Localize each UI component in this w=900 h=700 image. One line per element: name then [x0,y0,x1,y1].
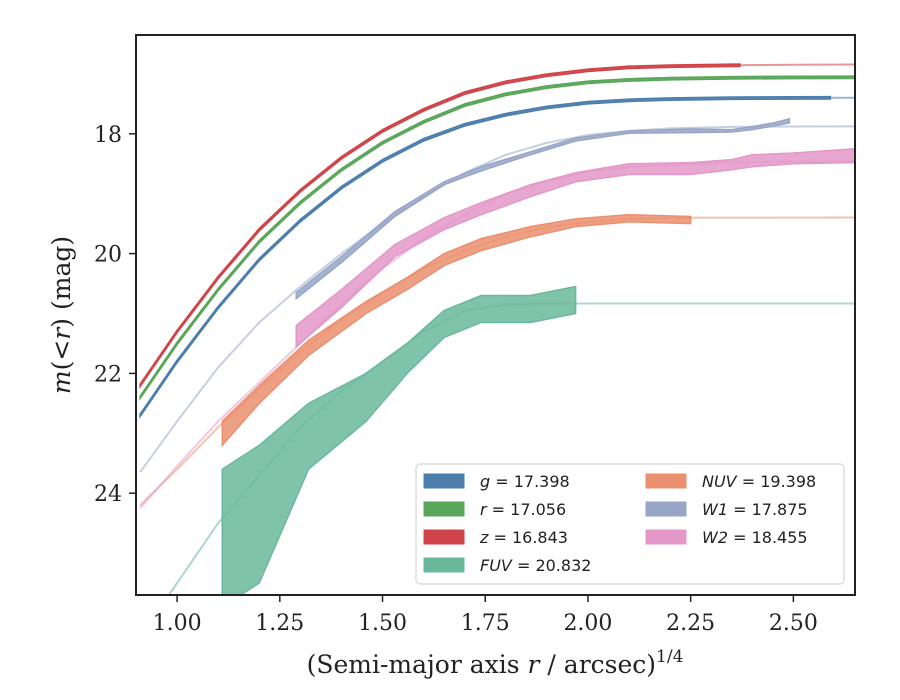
y-tick-label: 18 [94,123,122,148]
legend-swatch-g [423,473,465,489]
x-tick-label: 1.25 [255,611,304,636]
legend: g = 17.398 r = 17.056 z = 16.843 FUV = 20.8… [415,463,845,585]
model-line-r [139,76,855,398]
model-line-g [139,96,855,416]
legend-label-r: r = 17.056 [480,500,566,519]
legend-swatch-nuv [645,473,687,489]
x-tick-label: 1.50 [358,611,407,636]
legend-swatch-fuv [423,557,465,573]
model-line-w2 [139,160,855,509]
band-g [139,95,832,419]
plot-frame [135,34,856,596]
legend-label-g: g = 17.398 [480,472,570,491]
band-w2 [295,148,855,349]
model-line-fuv [168,302,855,595]
y-tick-label: 20 [94,243,122,268]
x-tick-label: 2.00 [563,611,612,636]
legend-label-z: z = 16.843 [479,528,568,547]
legend-box [415,463,845,585]
band-w1 [295,117,791,301]
y-axis-ticks: 18 20 22 24 [94,123,136,507]
legend-swatch-w1 [645,501,687,517]
x-tick-label: 2.50 [769,611,818,636]
model-line-w1 [139,125,855,473]
x-axis-label: (Semi-major axis r / arcsec)1/4 [307,647,684,679]
x-tick-label: 1.00 [153,611,202,636]
y-tick-label: 22 [94,362,122,387]
legend-swatch-w2 [645,529,687,545]
legend-label-w2: W2 = 18.455 [702,528,808,547]
legend-swatch-r [423,501,465,517]
series-model-lines [139,63,855,595]
legend-label-nuv: NUV = 19.398 [702,472,816,491]
x-tick-label: 2.25 [666,611,715,636]
model-line-z [139,63,855,386]
legend-label-w1: W1 = 17.875 [702,500,808,519]
legend-swatch-z [423,529,465,545]
x-tick-label: 1.75 [461,611,510,636]
model-line-nuv [139,216,855,506]
y-tick-label: 24 [94,482,122,507]
legend-label-fuv: FUV = 20.832 [480,556,591,575]
x-axis-ticks: 1.00 1.25 1.50 1.75 2.00 2.25 2.50 [153,595,818,636]
y-axis-label: m(<r) (mag) [47,236,76,394]
